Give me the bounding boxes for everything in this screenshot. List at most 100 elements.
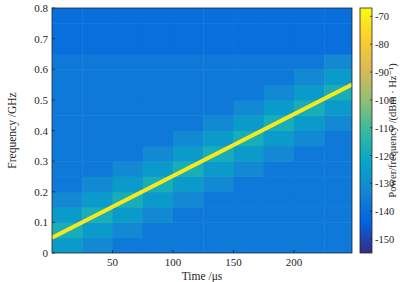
heat-cell — [203, 39, 234, 55]
heat-cell — [112, 85, 143, 101]
heat-cell — [82, 54, 113, 70]
y-tick — [52, 8, 55, 9]
heat-cell — [203, 161, 234, 177]
x-tick-label: 100 — [165, 256, 182, 268]
colorbar-tick — [370, 99, 372, 100]
heat-cell — [294, 23, 325, 39]
heat-cell — [112, 54, 143, 70]
heat-cell — [324, 238, 352, 253]
heat-cell — [112, 100, 143, 116]
heat-cell — [112, 8, 143, 24]
heat-cell — [143, 39, 174, 55]
y-tick-label: 0 — [43, 247, 49, 259]
y-tick — [52, 69, 55, 70]
y-tick — [52, 222, 55, 223]
heat-cell — [82, 8, 113, 24]
heat-cell — [203, 238, 234, 253]
heat-cell — [82, 115, 113, 131]
heat-cell — [173, 85, 204, 101]
chirp-line — [52, 85, 352, 238]
heat-cell — [264, 207, 295, 223]
colorbar-tick — [370, 44, 372, 45]
heat-cell — [233, 176, 264, 192]
x-axis-label: Time /μs — [182, 270, 223, 282]
x-tick-label: 150 — [225, 256, 242, 268]
heat-cell — [233, 222, 264, 238]
y-tick — [52, 130, 55, 131]
heat-cell — [233, 100, 264, 116]
y-tick-label: 0.6 — [34, 63, 48, 75]
heat-cell — [82, 176, 113, 192]
heat-cell — [82, 23, 113, 39]
y-tick-label: 0.8 — [34, 2, 48, 14]
heat-cell — [82, 222, 113, 238]
y-tick-label: 0.3 — [34, 155, 48, 167]
heat-cell — [294, 131, 325, 147]
heat-cell — [264, 100, 295, 116]
heat-cell — [143, 8, 174, 24]
y-tick-label: 0.4 — [34, 125, 48, 137]
colorbar-tick-label: -80 — [375, 39, 389, 50]
colorbar-tick — [370, 239, 372, 240]
heat-cell — [233, 238, 264, 253]
heat-cell — [52, 146, 83, 162]
x-tick — [293, 250, 294, 253]
heat-cell — [112, 222, 143, 238]
y-tick-label: 0.1 — [34, 216, 48, 228]
heat-cell — [324, 207, 352, 223]
heat-cell — [264, 54, 295, 70]
y-tick — [52, 191, 55, 192]
heat-cell — [173, 192, 204, 208]
heat-cell — [82, 238, 113, 253]
heat-cell — [324, 176, 352, 192]
heat-cell — [203, 131, 234, 147]
heat-cell — [233, 23, 264, 39]
heat-cell — [52, 39, 83, 55]
heat-cell — [143, 238, 174, 253]
heat-cell — [112, 161, 143, 177]
heat-cell — [233, 54, 264, 70]
heat-cell — [294, 8, 325, 24]
colorbar-tick — [370, 72, 372, 73]
heat-cell — [173, 54, 204, 70]
plot-area — [52, 8, 352, 253]
colorbar — [360, 8, 372, 253]
heat-cell — [294, 207, 325, 223]
heat-cell — [82, 69, 113, 85]
heat-cell — [264, 69, 295, 85]
heat-cell — [173, 8, 204, 24]
x-tick — [112, 250, 113, 253]
heat-cell — [294, 238, 325, 253]
heat-cell — [112, 176, 143, 192]
heat-cell — [173, 69, 204, 85]
heat-cell — [203, 207, 234, 223]
heat-cell — [203, 176, 234, 192]
y-tick — [52, 161, 55, 162]
heat-cell — [264, 131, 295, 147]
colorbar-tick-label: -70 — [375, 11, 389, 22]
heat-cell — [82, 131, 113, 147]
heat-cell — [264, 23, 295, 39]
heat-cell — [82, 85, 113, 101]
heat-cell — [173, 222, 204, 238]
heat-cell — [82, 100, 113, 116]
heat-cell — [143, 146, 174, 162]
heat-cell — [52, 54, 83, 70]
heat-cell — [264, 176, 295, 192]
heat-cell — [112, 146, 143, 162]
heat-cell — [173, 176, 204, 192]
heat-cell — [203, 85, 234, 101]
heat-cell — [112, 115, 143, 131]
heat-cell — [173, 115, 204, 131]
chart: 5010015020000.10.20.30.40.50.60.70.8Time… — [0, 0, 400, 282]
heat-cell — [203, 100, 234, 116]
heat-cell — [324, 192, 352, 208]
heat-cell — [264, 8, 295, 24]
heat-cell — [143, 85, 174, 101]
heat-cell — [324, 131, 352, 147]
heat-cell — [143, 23, 174, 39]
y-tick-label: 0.2 — [34, 186, 48, 198]
heat-cell — [52, 23, 83, 39]
heat-cell — [203, 8, 234, 24]
heat-cell — [233, 39, 264, 55]
